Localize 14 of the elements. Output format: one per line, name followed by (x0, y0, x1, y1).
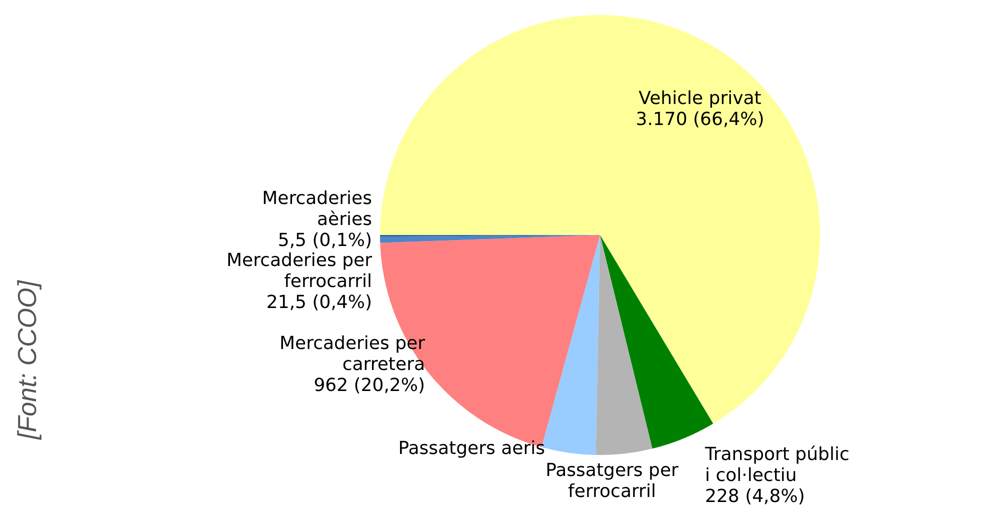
data-label: 21,5 (0,4%) (266, 292, 372, 313)
slice-label: Vehicle privat (638, 88, 762, 109)
slice-label: Passatgers aeris (398, 438, 545, 459)
slice-label: Mercaderies aèries (262, 188, 372, 230)
pie-slice (596, 235, 652, 455)
data-label: 962 (20,2%) (314, 375, 425, 396)
text: [Font: CCOO] (12, 280, 42, 440)
slice-label: Passatgers per ferrocarril (546, 460, 680, 502)
slice-label: Mercaderies per carretera (279, 333, 426, 375)
data-label: 5,5 (0,1%) (278, 230, 372, 251)
slice-label: Transport públic i col·lectiu (704, 444, 850, 486)
data-label: 3.170 (66,4%) (636, 109, 764, 130)
slice-label: Mercaderies per ferrocarril (226, 250, 373, 292)
data-label: 228 (4,8%) (705, 486, 805, 507)
